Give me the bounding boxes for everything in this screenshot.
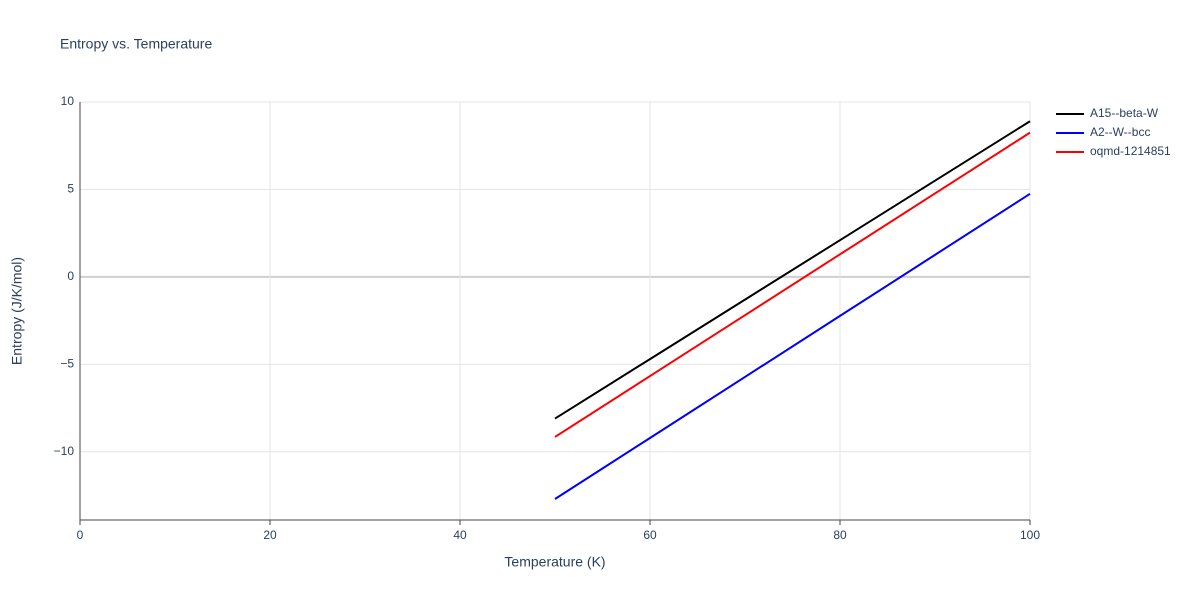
series-line xyxy=(554,120,1031,420)
y-tick-label: 0 xyxy=(67,269,74,283)
y-tick-label: −5 xyxy=(60,357,74,371)
series-line xyxy=(554,192,1031,500)
legend-label: oqmd-1214851 xyxy=(1090,144,1171,158)
legend-label: A15--beta-W xyxy=(1090,106,1159,120)
x-tick-label: 0 xyxy=(77,528,84,542)
x-tick-label: 60 xyxy=(643,528,657,542)
x-tick-label: 40 xyxy=(453,528,467,542)
series-line xyxy=(554,131,1031,438)
x-tick-label: 100 xyxy=(1020,528,1040,542)
y-axis-title: Entropy (J/K/mol) xyxy=(9,257,25,365)
y-tick-label: 10 xyxy=(61,94,75,108)
x-axis-title: Temperature (K) xyxy=(504,554,605,570)
y-tick-label: −10 xyxy=(54,444,75,458)
x-tick-label: 80 xyxy=(833,528,847,542)
legend-label: A2--W--bcc xyxy=(1090,125,1150,139)
x-tick-label: 20 xyxy=(263,528,277,542)
chart-title: Entropy vs. Temperature xyxy=(60,36,212,52)
y-tick-label: 5 xyxy=(67,182,74,196)
